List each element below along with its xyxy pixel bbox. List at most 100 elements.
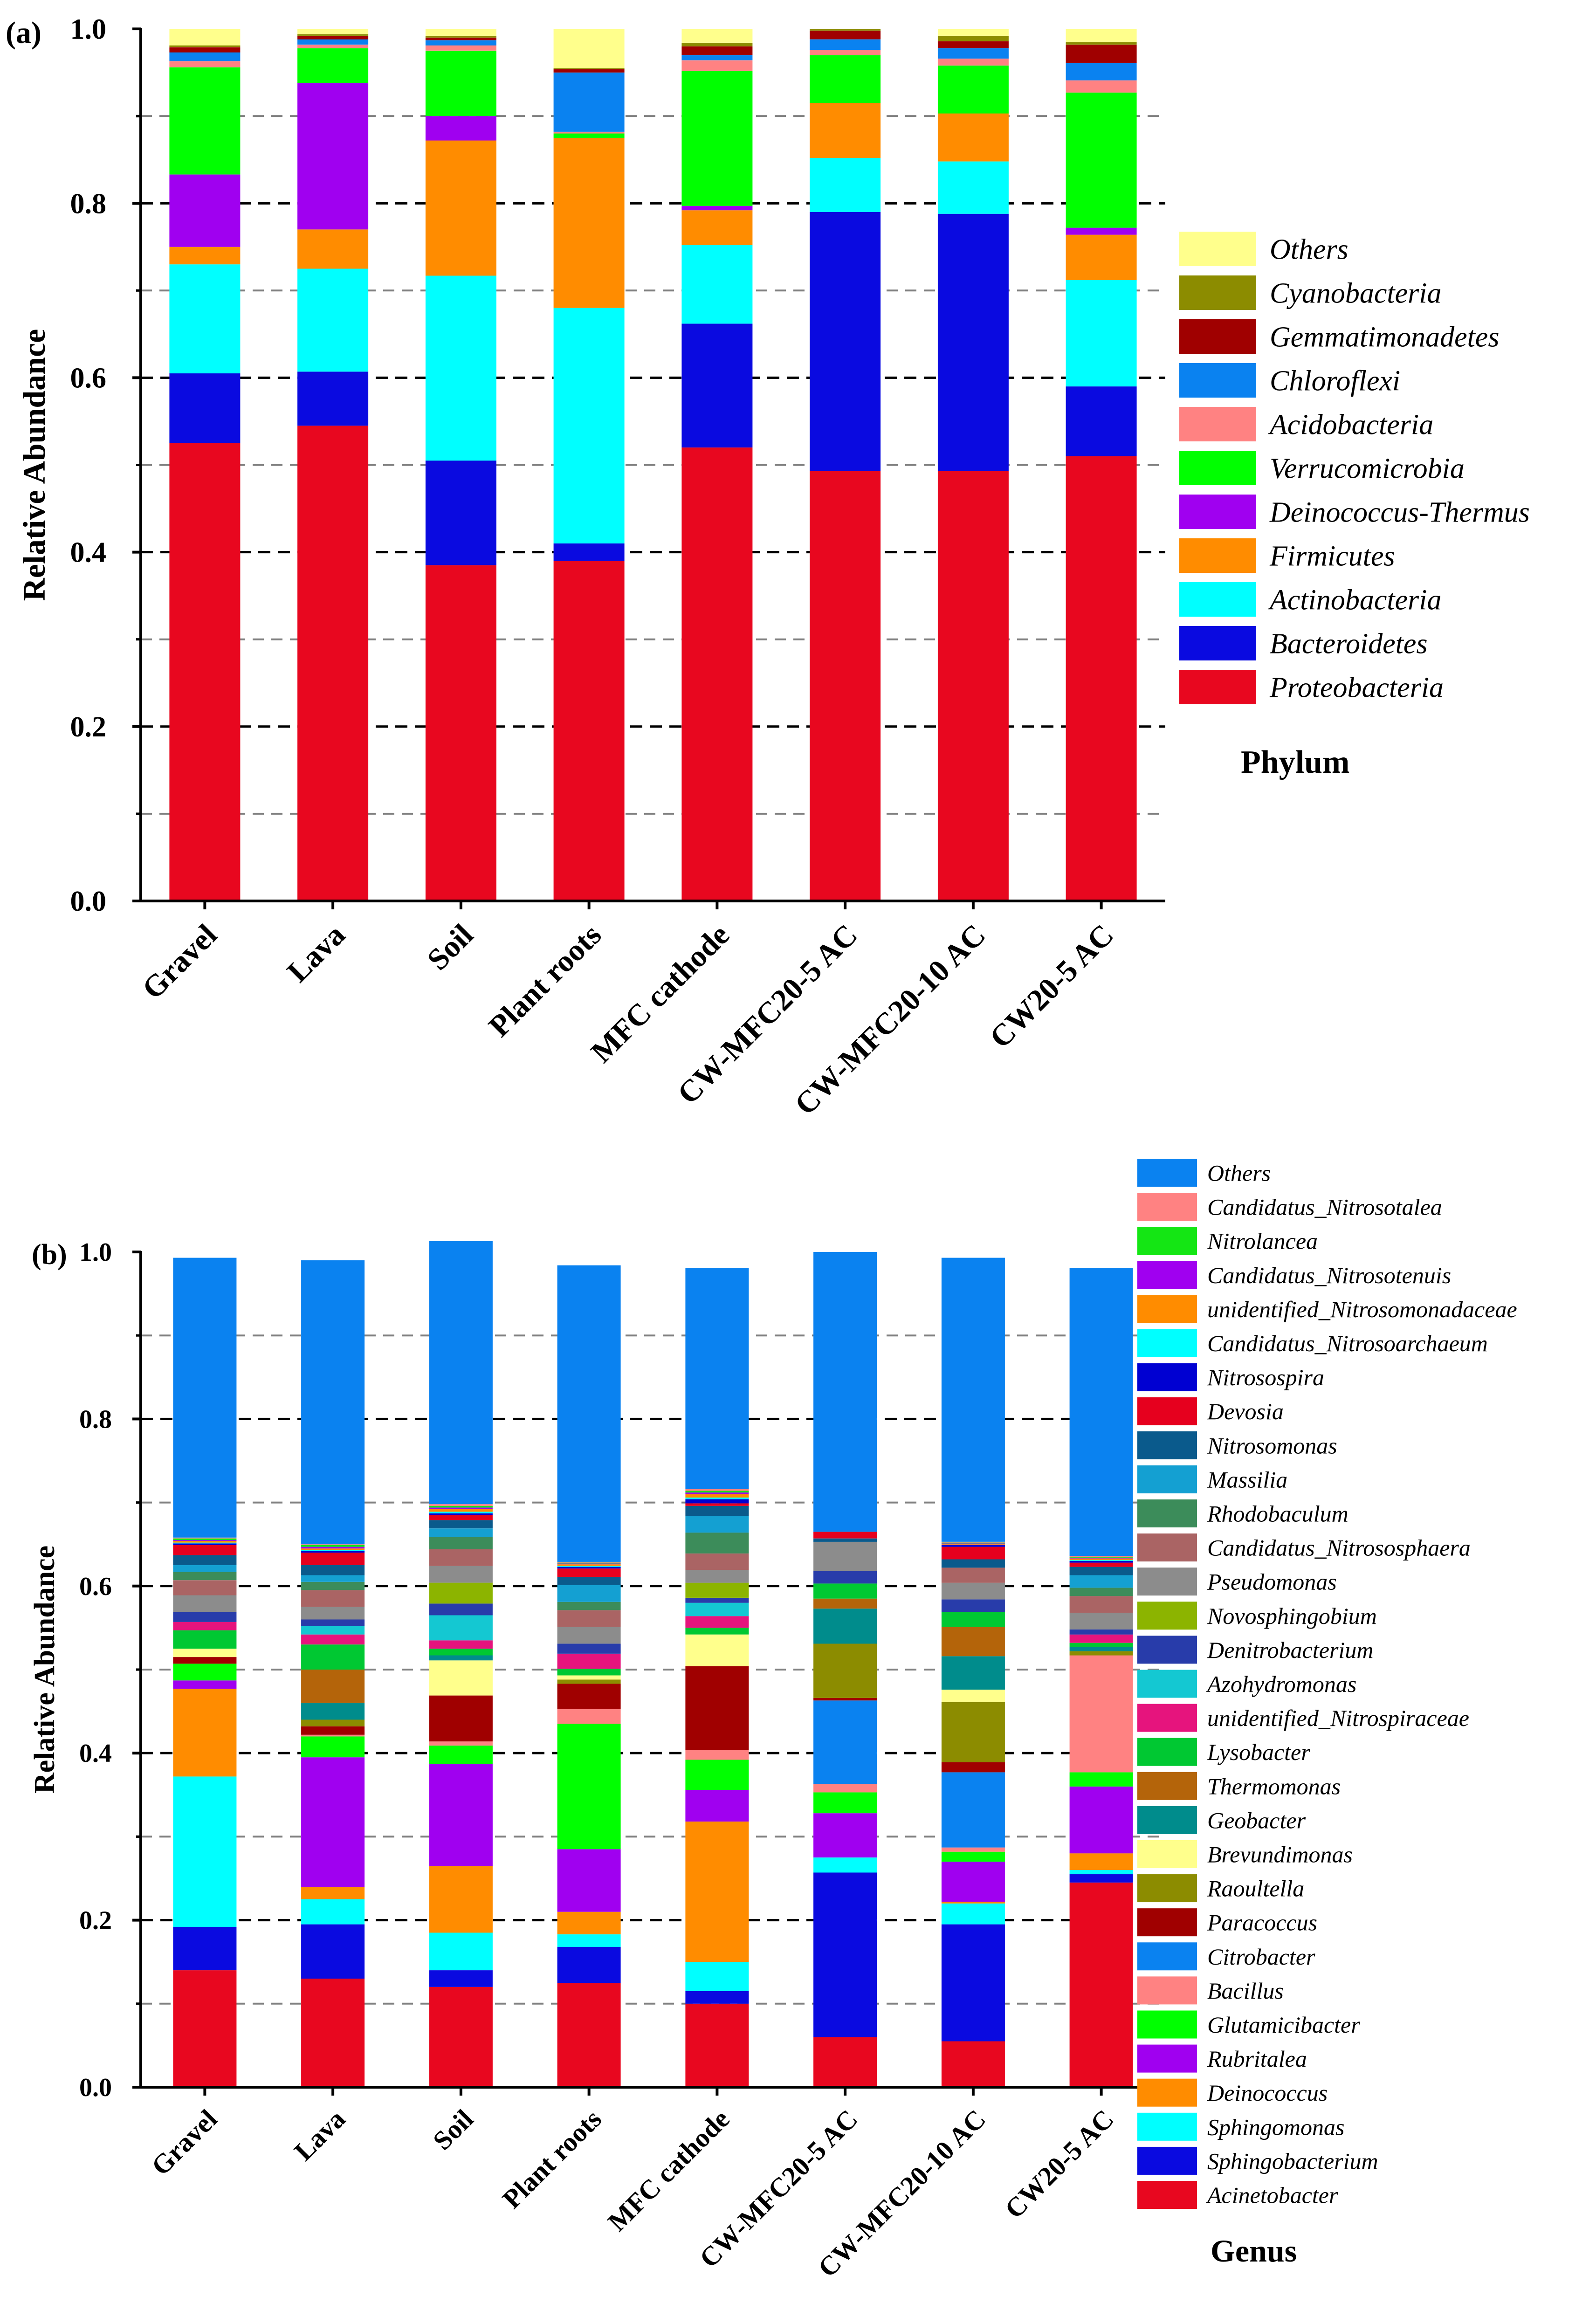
legend-swatch-novosphingobium	[1137, 1602, 1197, 1630]
bar-segment-sphingobacterium-gravel	[173, 1926, 237, 1971]
bar-segment-paracoccus-gravel	[173, 1657, 237, 1664]
bar-segment-nitrosospira-soil	[429, 1513, 493, 1515]
bar-segment-proteobacteria-gravel	[169, 443, 241, 901]
bar-segment-deinococcus-thermus-lava	[297, 83, 369, 230]
bar-segment-others-cw20-5-ac	[1069, 1268, 1133, 1556]
legend-label-sphingomonas: Sphingomonas	[1207, 2114, 1344, 2140]
legend-label-azohydromonas: Azohydromonas	[1206, 1671, 1356, 1697]
bar-segment-firmicutes-gravel	[169, 247, 241, 265]
legend-swatch-nitrolancea	[1137, 1227, 1197, 1255]
legend-label-bacteroidetes: Bacteroidetes	[1270, 628, 1428, 660]
legend: Others Candidatus_Nitrosotalea Nitrolancea…	[1137, 1159, 1517, 2209]
bar-segment-bacteroidetes-gravel	[169, 373, 241, 443]
bar-segment-nitrolancea-cw20-5-ac	[1069, 1557, 1133, 1558]
legend-swatch-paracoccus	[1137, 1908, 1197, 1937]
bar-segment-nitrolancea-cw-mfc20-10-ac	[941, 1542, 1005, 1544]
bar-segment-candidatus-nitrosotenuis-plant-roots	[557, 1563, 621, 1565]
bar-segment-candidatus-nitrosoarchaeum-mfc-cathode	[685, 1497, 749, 1499]
bar-segment-verrucomicrobia-soil	[425, 50, 496, 117]
bar-segment-bacteroidetes-plant-roots	[553, 543, 625, 561]
bar-segment-paracoccus-soil	[429, 1695, 493, 1742]
bar-segment-others-mfc-cathode	[685, 1268, 749, 1489]
bar-segment-sphingomonas-cw-mfc20-5-ac	[813, 1857, 877, 1873]
bar-segment-candidatus-nitrosotenuis-lava	[301, 1547, 365, 1549]
legend-label-nitrosomonas: Nitrosomonas	[1207, 1432, 1337, 1458]
bar-segment-bacteroidetes-cw20-5-ac	[1066, 386, 1137, 456]
legend-swatch-acinetobacter	[1137, 2181, 1197, 2209]
bar-segment-others-lava	[301, 1260, 365, 1545]
bar-segment-gemmatimonadetes-cw-mfc20-5-ac	[810, 30, 881, 40]
bar-segment-nitrolancea-mfc-cathode	[685, 1491, 749, 1493]
legend-swatch-unidentified-nitrospiraceae	[1137, 1704, 1197, 1732]
bar-segment-others-mfc-cathode	[681, 29, 753, 43]
bar-segment-gemmatimonadetes-gravel	[169, 47, 241, 53]
bar-segment-sphingobacterium-cw-mfc20-5-ac	[813, 1872, 877, 2037]
bar-segment-nitrosomonas-cw20-5-ac	[1069, 1567, 1133, 1575]
bar-segment-unidentified-nitrosomonadaceae-cw20-5-ac	[1069, 1558, 1133, 1561]
legend-swatch-actinobacteria	[1179, 582, 1256, 617]
bar-segment-nitrosospira-plant-roots	[557, 1567, 621, 1569]
bar-segment-sphingomonas-soil	[429, 1932, 493, 1971]
bar-segment-rubritalea-cw-mfc20-5-ac	[813, 1813, 877, 1858]
y-tick-label: 1.0	[70, 14, 107, 45]
bar-segment-devosia-cw-mfc20-10-ac	[941, 1547, 1005, 1560]
bar-segment-denitrobacterium-lava	[301, 1619, 365, 1626]
bar-segment-acidobacteria-mfc-cathode	[681, 60, 753, 71]
bar-segment-others-lava	[297, 29, 369, 34]
bar-segment-devosia-mfc-cathode	[685, 1503, 749, 1506]
bar-segment-candidatus-nitrosoarchaeum-gravel	[173, 1542, 237, 1544]
legend-label-pseudomonas: Pseudomonas	[1207, 1569, 1337, 1595]
bar-segment-actinobacteria-cw-mfc20-10-ac	[937, 161, 1009, 214]
legend-label-cyanobacteria: Cyanobacteria	[1270, 278, 1442, 309]
bar-segment-candidatus-nitrosoarchaeum-lava	[301, 1550, 365, 1551]
bar-segment-nitrosospira-cw20-5-ac	[1069, 1561, 1133, 1563]
bar-segment-thermomonas-lava	[301, 1670, 365, 1703]
bar-segment-sphingobacterium-cw-mfc20-10-ac	[941, 1924, 1005, 2042]
bar-segment-acinetobacter-cw-mfc20-5-ac	[813, 2037, 877, 2087]
bar-segment-deinococcus-cw-mfc20-10-ac	[941, 1902, 1005, 1904]
bar-segment-cyanobacteria-cw-mfc20-5-ac	[810, 29, 881, 31]
y-tick-label: 0.2	[70, 711, 107, 743]
bar-segment-pseudomonas-cw-mfc20-5-ac	[813, 1541, 877, 1571]
bar-segment-unidentified-nitrospiraceae-gravel	[173, 1622, 237, 1630]
bar-segment-unidentified-nitrospiraceae-soil	[429, 1640, 493, 1649]
legend-label-verrucomicrobia: Verrucomicrobia	[1270, 453, 1465, 485]
bar-segment-actinobacteria-plant-roots	[553, 308, 625, 543]
legend-swatch-others	[1179, 232, 1256, 266]
bar-segment-acinetobacter-lava	[301, 1979, 365, 2087]
bar-segment-firmicutes-lava	[297, 229, 369, 269]
bar-segment-unidentified-nitrosomonadaceae-soil	[429, 1509, 493, 1512]
bar-segment-acinetobacter-gravel	[173, 1970, 237, 2087]
bar-segment-firmicutes-cw-mfc20-10-ac	[937, 113, 1009, 162]
bar-segment-pseudomonas-gravel	[173, 1595, 237, 1612]
bar-segment-deinococcus-thermus-cw20-5-ac	[1066, 227, 1137, 235]
legend-title: Phylum	[1241, 744, 1349, 780]
bar-segment-candidatus-nitrosotalea-cw-mfc20-10-ac	[941, 1541, 1005, 1543]
bar-segment-pseudomonas-cw-mfc20-10-ac	[941, 1582, 1005, 1600]
legend-label-nitrosospira: Nitrosospira	[1207, 1364, 1324, 1390]
legend-label-lysobacter: Lysobacter	[1207, 1739, 1310, 1765]
legend-swatch-sphingomonas	[1137, 2112, 1197, 2141]
legend-swatch-pseudomonas	[1137, 1567, 1197, 1596]
bar-segment-bacillus-cw-mfc20-10-ac	[941, 1847, 1005, 1852]
bar-segment-bacteroidetes-soil	[425, 461, 496, 565]
bar-segment-bacteroidetes-lava	[297, 371, 369, 426]
legend-label-citrobacter: Citrobacter	[1207, 1944, 1315, 1970]
bar-segment-actinobacteria-soil	[425, 275, 496, 461]
y-axis-label: Relative Abundance	[16, 329, 52, 601]
bar-segment-sphingobacterium-mfc-cathode	[685, 1991, 749, 2004]
bar-segment-gemmatimonadetes-plant-roots	[553, 69, 625, 73]
bar-segment-citrobacter-cw-mfc20-5-ac	[813, 1700, 877, 1784]
bar-segment-denitrobacterium-cw-mfc20-5-ac	[813, 1571, 877, 1584]
legend-label-proteobacteria: Proteobacteria	[1269, 672, 1444, 704]
bar-segment-firmicutes-soil	[425, 140, 496, 276]
y-tick-label: 0.8	[70, 188, 107, 220]
bar-segment-unidentified-nitrospiraceae-cw20-5-ac	[1069, 1634, 1133, 1643]
legend-swatch-denitrobacterium	[1137, 1636, 1197, 1664]
bar-segment-candidatus-nitrosotalea-mfc-cathode	[685, 1489, 749, 1491]
bar-segment-proteobacteria-mfc-cathode	[681, 447, 753, 901]
bar-segment-lysobacter-gravel	[173, 1630, 237, 1649]
legend-label-nitrolancea: Nitrolancea	[1207, 1228, 1318, 1254]
bar-segment-nitrosomonas-lava	[301, 1565, 365, 1575]
bar-segment-candidatus-nitrosotenuis-gravel	[173, 1540, 237, 1541]
